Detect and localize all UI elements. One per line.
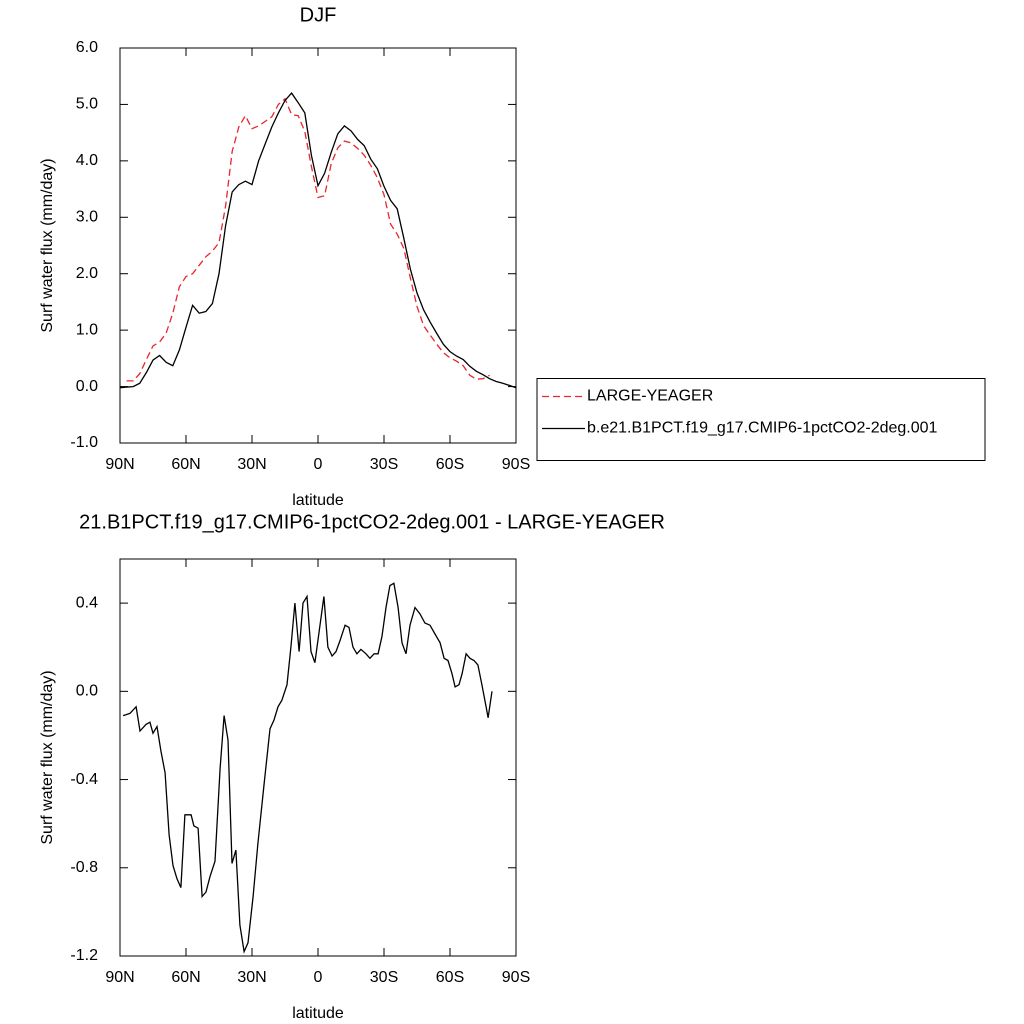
x-tick-label: 90S bbox=[502, 456, 530, 473]
x-tick-label: 60S bbox=[436, 969, 464, 986]
y-tick-label: 0.4 bbox=[76, 594, 98, 611]
x-tick-label: 60N bbox=[171, 969, 200, 986]
y-axis-label: Surf water flux (mm/day) bbox=[39, 670, 56, 844]
y-tick-label: 6.0 bbox=[76, 39, 98, 56]
y-tick-label: 0.0 bbox=[76, 378, 98, 395]
y-tick-label: -1.0 bbox=[70, 434, 98, 451]
legend-label: LARGE-YEAGER bbox=[587, 388, 713, 405]
x-tick-label: 30N bbox=[237, 969, 266, 986]
plot-frame bbox=[119, 558, 517, 957]
x-tick-label: 90N bbox=[105, 456, 134, 473]
y-tick-label: -0.8 bbox=[70, 859, 98, 876]
y-axis-label: Surf water flux (mm/day) bbox=[39, 158, 56, 332]
x-tick-label: 30S bbox=[370, 456, 398, 473]
chart-title: 21.B1PCT.f19_g17.CMIP6-1pctCO2-2deg.001 … bbox=[79, 511, 665, 533]
y-tick-label: -0.4 bbox=[70, 771, 98, 788]
x-tick-label: 60N bbox=[171, 456, 200, 473]
data-line bbox=[126, 97, 490, 382]
legend-label: b.e21.B1PCT.f19_g17.CMIP6-1pctCO2-2deg.0… bbox=[587, 420, 938, 437]
x-tick-label: 0 bbox=[314, 456, 323, 473]
x-tick-label: 60S bbox=[436, 456, 464, 473]
x-tick-label: 30N bbox=[237, 456, 266, 473]
y-tick-label: 4.0 bbox=[76, 152, 98, 169]
y-tick-label: 1.0 bbox=[76, 321, 98, 338]
y-tick-label: 5.0 bbox=[76, 96, 98, 113]
x-tick-label: 30S bbox=[370, 969, 398, 986]
y-tick-label: 3.0 bbox=[76, 209, 98, 226]
y-tick-label: 0.0 bbox=[76, 683, 98, 700]
chart-title: DJF bbox=[300, 4, 337, 26]
y-tick-label: -1.2 bbox=[70, 947, 98, 964]
x-axis-label: latitude bbox=[292, 1005, 344, 1022]
data-line bbox=[119, 92, 517, 389]
x-tick-label: 90N bbox=[105, 969, 134, 986]
y-tick-label: 2.0 bbox=[76, 265, 98, 282]
x-axis-label: latitude bbox=[292, 492, 344, 509]
legend-box bbox=[536, 378, 986, 461]
plot-frame bbox=[119, 47, 517, 444]
x-tick-label: 90S bbox=[502, 969, 530, 986]
x-tick-label: 0 bbox=[314, 969, 323, 986]
data-line bbox=[122, 582, 493, 954]
